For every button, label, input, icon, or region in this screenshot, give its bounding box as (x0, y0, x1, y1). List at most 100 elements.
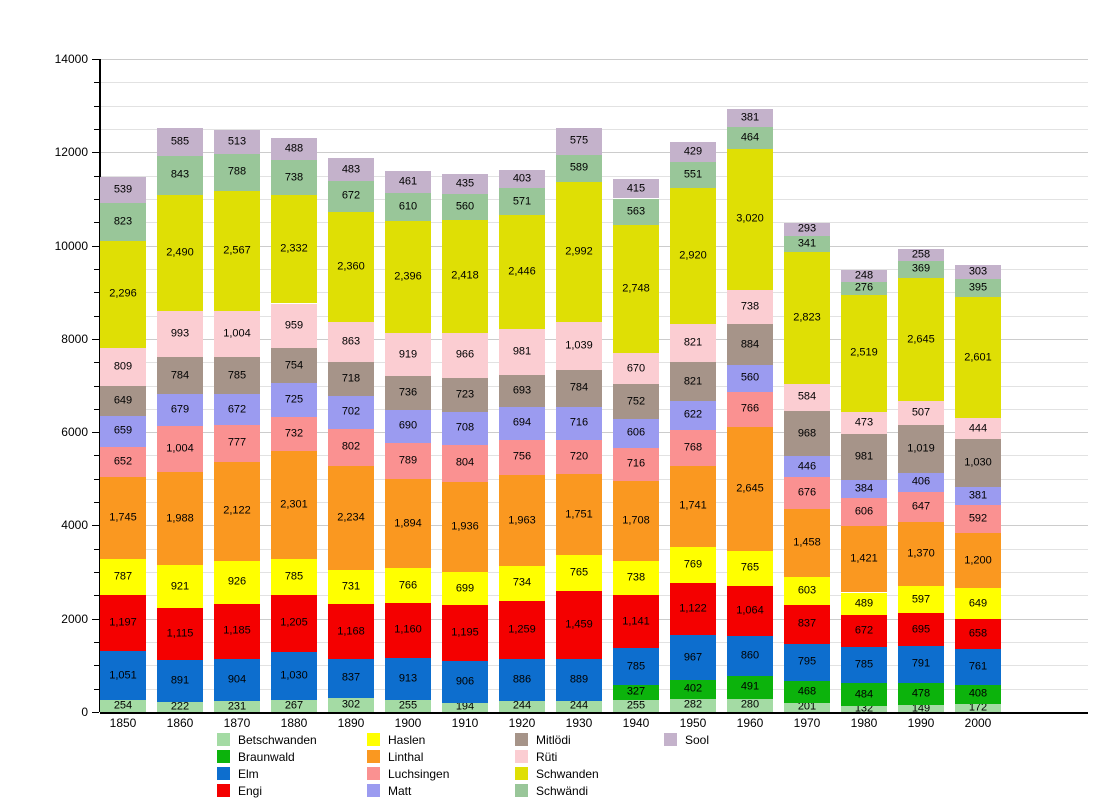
segment-value-label: 765 (740, 561, 760, 574)
bar-segment-linthal: 1,894 (385, 479, 431, 568)
segment-value-label: 891 (170, 674, 190, 687)
y-axis-tick-label: 10000 (54, 238, 88, 253)
segment-value-label: 507 (911, 406, 931, 419)
bar-segment-braunwald: 478 (898, 682, 944, 706)
segment-value-label: 1,115 (166, 627, 194, 640)
segment-value-label: 754 (284, 359, 304, 372)
bar-segment-rüti: 863 (328, 322, 374, 363)
legend-label-engi: Engi (238, 784, 263, 798)
segment-value-label: 659 (113, 424, 133, 437)
bar-segment-haslen: 769 (670, 546, 716, 583)
segment-value-label: 1,745 (109, 511, 137, 524)
y-axis-tick-label: 12000 (54, 145, 88, 160)
y-axis-tick (94, 595, 99, 597)
bar-segment-schwändi: 672 (328, 180, 374, 213)
segment-value-label: 1,122 (679, 602, 707, 615)
y-axis-tick (92, 525, 99, 527)
legend-label-schwanden: Schwanden (536, 767, 599, 781)
bar-segment-rüti: 821 (670, 324, 716, 363)
bar-segment-schwanden: 3,020 (727, 148, 773, 290)
bar-segment-rüti: 919 (385, 333, 431, 377)
segment-value-label: 1,963 (508, 514, 536, 527)
bar-segment-betschwanden: 149 (898, 703, 944, 714)
bar-segment-mitlödi: 718 (328, 362, 374, 396)
bar-segment-engi: 1,259 (499, 600, 545, 660)
segment-value-label: 809 (113, 360, 133, 373)
segment-value-label: 444 (968, 422, 988, 435)
segment-value-label: 723 (455, 388, 475, 401)
segment-value-label: 884 (740, 338, 760, 351)
segment-value-label: 488 (284, 142, 304, 155)
bar-segment-schwanden: 2,418 (442, 219, 488, 333)
segment-value-label: 752 (626, 395, 646, 408)
segment-value-label: 327 (626, 685, 646, 698)
bar-segment-sool: 539 (100, 177, 146, 203)
bar-segment-mitlödi: 1,019 (898, 425, 944, 473)
bar-segment-engi: 1,122 (670, 582, 716, 635)
bar-segment-haslen: 766 (385, 567, 431, 604)
bar-segment-sool: 258 (898, 248, 944, 261)
bar-segment-luchsingen: 592 (955, 504, 1001, 533)
bar-segment-mitlödi: 1,030 (955, 439, 1001, 488)
bar-segment-linthal: 1,751 (556, 473, 602, 556)
segment-value-label: 429 (683, 145, 703, 158)
bar-segment-luchsingen: 766 (727, 391, 773, 428)
segment-value-label: 1,936 (451, 520, 479, 533)
bar-segment-matt: 560 (727, 365, 773, 392)
segment-value-label: 1,051 (109, 669, 137, 682)
bar-segment-luchsingen: 777 (214, 425, 260, 462)
segment-value-label: 784 (170, 369, 190, 382)
bar-segment-engi: 1,115 (157, 608, 203, 661)
legend-label-haslen: Haslen (388, 733, 426, 747)
segment-value-label: 708 (455, 421, 475, 434)
bar-segment-elm: 886 (499, 659, 545, 701)
x-axis-year-label: 1950 (679, 716, 707, 730)
bar-segment-linthal: 1,708 (613, 480, 659, 561)
bar-segment-schwändi: 788 (214, 154, 260, 191)
segment-value-label: 1,197 (109, 616, 137, 629)
bar-segment-rüti: 738 (727, 289, 773, 325)
bar-segment-haslen: 765 (727, 550, 773, 587)
bar-segment-engi: 672 (841, 615, 887, 647)
legend-swatch-elm (217, 767, 230, 780)
bar-segment-sool: 381 (727, 109, 773, 128)
segment-value-label: 761 (968, 660, 988, 673)
bar-segment-schwanden: 2,645 (898, 278, 944, 402)
bar-segment-betschwanden: 244 (556, 700, 602, 712)
bar-segment-mitlödi: 723 (442, 377, 488, 412)
bar-segment-schwändi: 276 (841, 281, 887, 295)
segment-value-label: 1,205 (280, 616, 308, 629)
bar-segment-elm: 967 (670, 634, 716, 681)
bar-segment-haslen: 731 (328, 570, 374, 605)
y-axis-tick (94, 502, 99, 504)
y-axis-tick (94, 268, 99, 270)
segment-value-label: 2,122 (223, 504, 251, 517)
bar-segment-matt: 716 (556, 406, 602, 441)
segment-value-label: 560 (740, 371, 760, 384)
bar-segment-engi: 1,459 (556, 591, 602, 660)
legend-swatch-schwanden (515, 767, 528, 780)
bar-segment-engi: 658 (955, 618, 1001, 650)
bar-segment-elm: 906 (442, 660, 488, 703)
y-axis-tick (92, 152, 99, 154)
bar-segment-luchsingen: 676 (784, 477, 830, 509)
segment-value-label: 403 (512, 172, 532, 185)
segment-value-label: 785 (227, 369, 247, 382)
bar-segment-schwanden: 2,823 (784, 252, 830, 384)
legend-label-schwändi: Schwändi (536, 784, 589, 798)
y-axis-tick (92, 59, 99, 60)
segment-value-label: 672 (227, 403, 247, 416)
segment-value-label: 736 (398, 386, 418, 399)
bar-segment-schwändi: 551 (670, 162, 716, 188)
segment-value-label: 464 (740, 131, 760, 144)
legend-swatch-sool (664, 733, 677, 746)
segment-value-label: 489 (854, 597, 874, 610)
segment-value-label: 491 (740, 680, 760, 693)
segment-value-label: 695 (911, 623, 931, 636)
x-axis-year-label: 1920 (508, 716, 536, 730)
segment-value-label: 473 (854, 416, 874, 429)
segment-value-label: 785 (284, 570, 304, 583)
bar-segment-haslen: 787 (100, 558, 146, 596)
segment-value-label: 563 (626, 205, 646, 218)
y-axis-tick (94, 222, 99, 224)
